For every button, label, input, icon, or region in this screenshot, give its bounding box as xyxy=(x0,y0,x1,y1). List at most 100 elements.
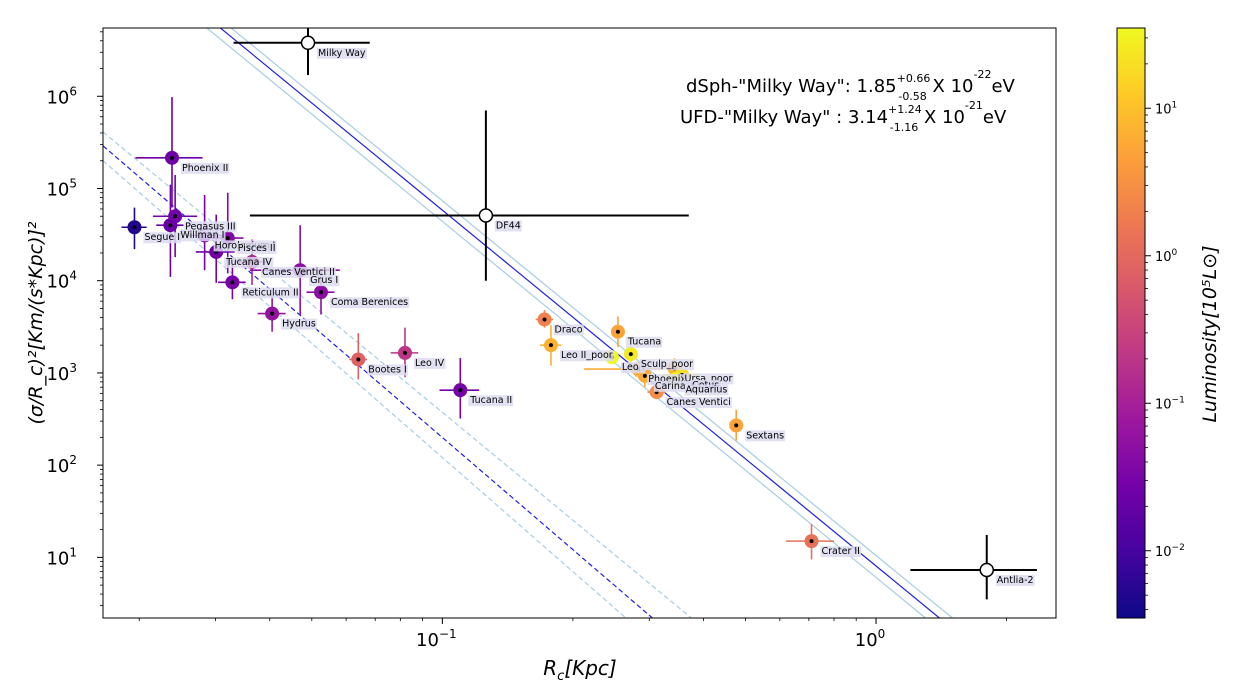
annotations: dSph-"Milky Way": 1.85+0.66 -0.58 X 10-22… xyxy=(680,68,1016,134)
point-label: Aquarius xyxy=(686,384,728,395)
point-label: Leo IV xyxy=(415,358,445,369)
y-axis: 101 102 103 104 105 106 xyxy=(46,31,103,606)
y-tick-label: 102 xyxy=(46,453,77,477)
data-point-center xyxy=(628,352,633,357)
point-label-bg xyxy=(745,430,786,442)
x-axis-label: Rc[Kpc] xyxy=(543,656,616,684)
point-label: Tucana IV xyxy=(225,257,272,268)
fit-line xyxy=(103,131,692,618)
point-label-bg xyxy=(653,380,714,392)
data-point-center xyxy=(225,236,230,241)
colorbar-ticks: 10−2 10−1 100 101 xyxy=(1145,37,1185,610)
plot-frame xyxy=(102,27,1057,619)
colorbar-tick-label: 10−2 xyxy=(1155,543,1185,560)
annotation-ufd: UFD-"Milky Way" : 3.14+1.24 -1.16 X 10-21… xyxy=(680,99,1007,134)
x-tick-label: 100 xyxy=(855,627,886,651)
y-tick-label: 101 xyxy=(46,545,77,569)
point-label: Leo II_poor xyxy=(561,350,613,361)
point-label: Canes Ventici II xyxy=(262,267,335,278)
point-label: Bootes I xyxy=(368,364,406,375)
data-point-center xyxy=(458,388,463,393)
point-label: Willman I xyxy=(180,230,224,241)
point-label: Draco xyxy=(555,324,583,335)
data-point-center xyxy=(173,214,178,219)
y-tick-label: 105 xyxy=(46,176,77,200)
point-label-bg xyxy=(639,359,695,371)
point-label-bg xyxy=(180,162,230,174)
point-label: Milky Way xyxy=(318,48,366,59)
x-tick-label: 10−1 xyxy=(416,627,457,651)
fit-line xyxy=(230,28,953,618)
point-label: Pisces II xyxy=(238,243,276,254)
data-point-center xyxy=(270,311,275,316)
y-tick-label: 106 xyxy=(46,84,77,108)
point-label: Crater II xyxy=(822,546,860,557)
data-point-center xyxy=(169,155,174,160)
data-point xyxy=(979,562,994,578)
data-point xyxy=(300,35,316,51)
data-point-center xyxy=(168,223,173,228)
point-label: Phoenix xyxy=(648,374,686,385)
point-label-bg xyxy=(559,350,614,362)
point-label-bg xyxy=(620,362,646,374)
point-label-bg xyxy=(329,297,410,309)
colorbar-tick-label: 100 xyxy=(1155,248,1178,265)
point-label-bg xyxy=(184,221,237,233)
point-labels: Milky Way DF44 Antlia-2 Phoenix II Pegasus I… xyxy=(143,47,1035,586)
point-label: Antlia-2 xyxy=(997,575,1034,586)
data-point-center xyxy=(230,280,235,285)
data-point-center xyxy=(642,373,647,378)
point-label: Sculp_poor xyxy=(641,359,693,370)
point-label-bg xyxy=(317,47,367,59)
point-label: Pegasus III xyxy=(185,221,235,232)
y-tick-label: 104 xyxy=(46,269,77,293)
point-label: Grus I xyxy=(310,275,338,286)
point-label-bg xyxy=(309,275,340,287)
data-point-center xyxy=(542,317,547,322)
point-label-bg xyxy=(468,395,514,407)
point-label: Tucana II xyxy=(469,395,512,406)
fit-line xyxy=(205,28,926,618)
point-label-bg xyxy=(553,324,584,336)
data-point-center xyxy=(402,350,407,355)
point-label: Segue I xyxy=(144,232,180,243)
point-label-bg xyxy=(367,364,408,376)
data-point-center xyxy=(356,357,361,362)
data-point-center xyxy=(132,225,137,230)
data-point-center xyxy=(734,423,739,428)
data-point-center xyxy=(809,539,814,544)
point-label-bg xyxy=(413,357,446,369)
point-label-bg xyxy=(625,336,663,348)
x-axis: 10−1 100 xyxy=(138,618,1007,651)
point-label: Ursa_poor xyxy=(685,373,733,384)
colorbar-label: Luminosity[10⁵L⊙] xyxy=(1199,245,1221,422)
point-label-bg xyxy=(224,256,274,268)
point-label: Phoenix II xyxy=(182,163,228,174)
point-label-bg xyxy=(684,384,729,396)
point-label-bg xyxy=(647,374,688,386)
point-label-bg xyxy=(494,220,522,232)
point-label-bg xyxy=(241,287,300,299)
colorbar: 10−2 10−1 100 101 Luminosity[10⁵L⊙] xyxy=(1116,27,1221,619)
point-label-bg xyxy=(236,243,277,255)
point-label: Hydrus xyxy=(282,319,316,330)
colorbar-tick-label: 101 xyxy=(1155,100,1177,117)
data-point-center xyxy=(318,290,323,295)
point-label: Reticulum II xyxy=(242,287,298,298)
y-tick-label: 103 xyxy=(46,361,77,385)
data-point-center xyxy=(615,329,620,334)
point-label: Tucana xyxy=(627,337,661,348)
point-label: Coma Berenices xyxy=(331,297,408,308)
data-point-center xyxy=(548,343,553,348)
colorbar-tick-label: 10−1 xyxy=(1155,395,1185,412)
point-label: Carina_poor xyxy=(655,381,712,392)
colorbar-gradient xyxy=(1116,27,1146,619)
point-label-bg xyxy=(281,318,317,330)
point-label: Canes Ventici xyxy=(667,397,731,408)
annotation-dsph: dSph-"Milky Way": 1.85+0.66 -0.58 X 10-22… xyxy=(686,68,1016,103)
y-axis-label: (σ/R_c)²[Km/(s*Kpc)]² xyxy=(25,221,47,424)
point-label-bg xyxy=(820,546,861,558)
point-label-bg xyxy=(683,373,734,385)
point-label: Sextans xyxy=(746,430,784,441)
